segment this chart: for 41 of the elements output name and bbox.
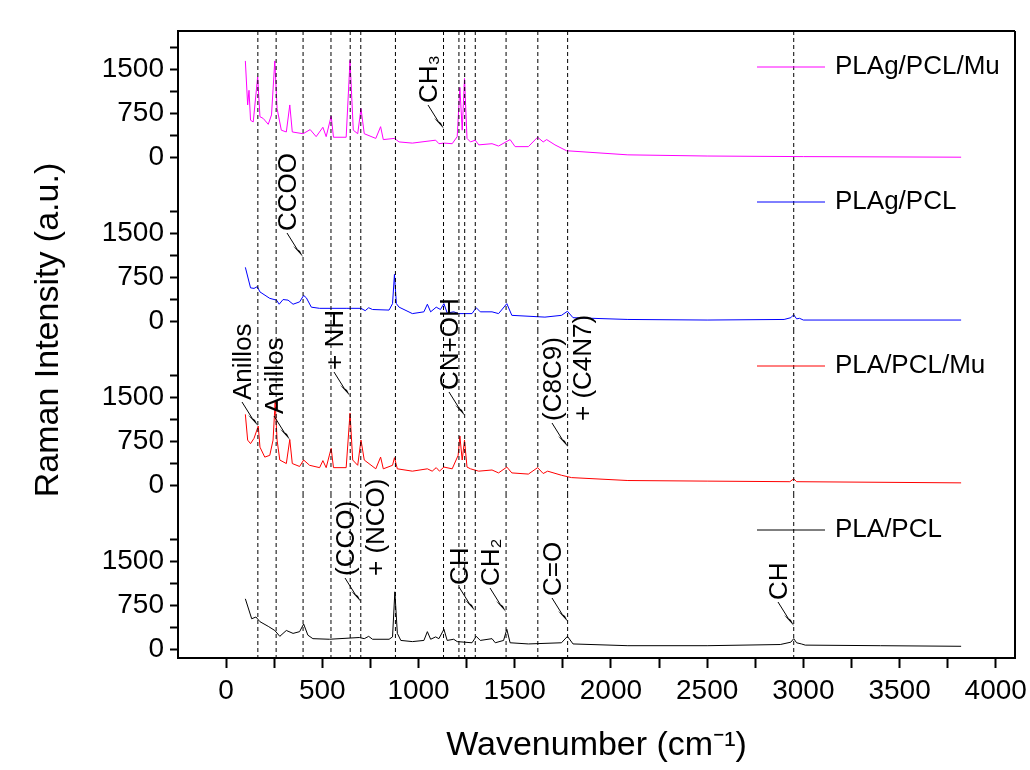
y-tick-label: 750 [117, 95, 164, 127]
x-tick-label: 1000 [387, 673, 450, 705]
annotation: CH [444, 546, 475, 585]
y-tick-label: 1500 [101, 51, 164, 83]
x-tick-label: 2500 [675, 673, 739, 705]
annotation: (CCO) [329, 501, 360, 577]
legend-label: PLAg/PCL/Mu [835, 50, 1000, 81]
x-tick-label: 500 [298, 673, 346, 705]
y-tick-label: 0 [148, 631, 164, 663]
annotation: (C8C9) [536, 337, 567, 422]
annotation: + (C4N7) [566, 314, 597, 422]
y-tick-label: 0 [148, 139, 164, 171]
annotation: CH [762, 562, 793, 601]
y-tick-label: 1500 [101, 380, 164, 412]
annotation: Anillos [258, 336, 289, 414]
y-tick-label: 750 [117, 588, 164, 619]
x-tick-label: 1500 [483, 673, 546, 705]
annotation: CN+OH [433, 298, 464, 391]
annotation: CH₃ [412, 54, 443, 104]
legend-label: PLAg/PCL [835, 185, 957, 216]
y-tick-label: 750 [117, 424, 164, 455]
x-tick-label: 3000 [772, 673, 835, 705]
x-tick-label: 0 [218, 673, 234, 705]
y-tick-label: 750 [117, 260, 164, 291]
y-tick-label: 0 [148, 303, 164, 335]
x-tick-label: 4000 [964, 673, 1027, 705]
annotation: C=O [536, 542, 567, 597]
annotation: CCOO [272, 152, 303, 231]
annotation: Anillos [226, 323, 257, 401]
annotation: + (NCO) [359, 478, 390, 577]
x-axis-title: Wavenumber (cm⁻¹) [446, 723, 747, 762]
x-tick-label: 2000 [579, 673, 643, 705]
y-axis-title: Raman Intensity (a.u.) [27, 162, 65, 498]
x-tick-label: 3500 [868, 673, 931, 705]
annotation: + NH [319, 309, 350, 370]
y-tick-label: 1500 [101, 216, 164, 248]
annotation: CH₂ [475, 538, 506, 587]
legend-label: PLA/PCL/Mu [835, 349, 986, 380]
legend-label: PLA/PCL [835, 513, 942, 544]
y-tick-label: 1500 [101, 544, 164, 576]
y-tick-label: 0 [148, 467, 164, 499]
